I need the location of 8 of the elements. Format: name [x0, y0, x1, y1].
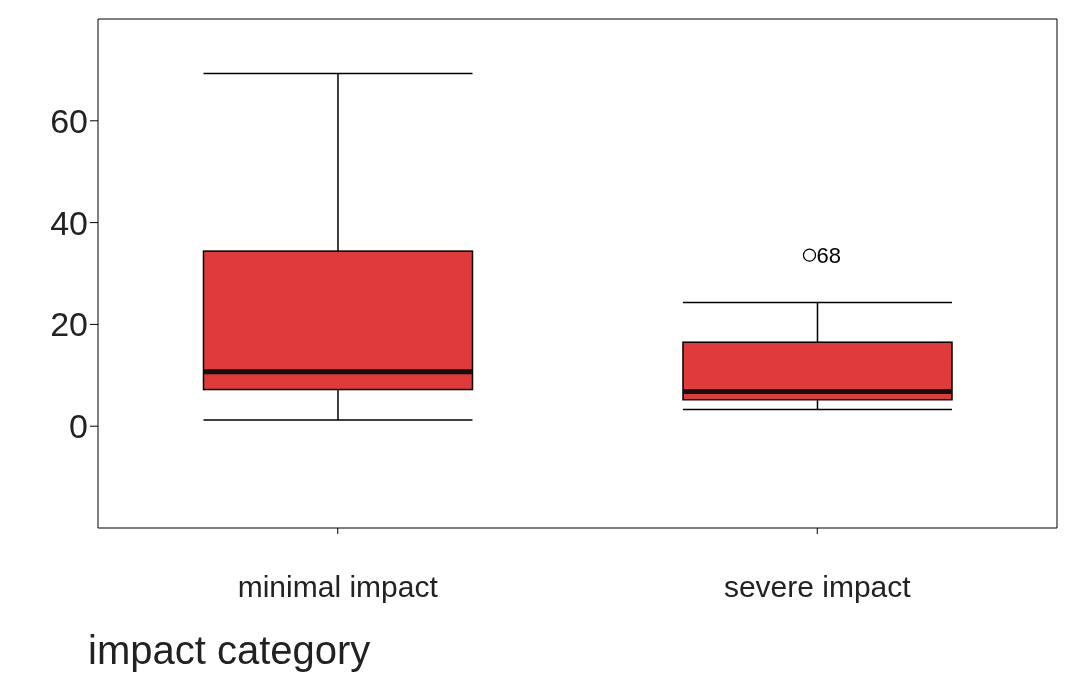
y-tick-label: 0	[69, 407, 88, 446]
y-tick-label: 20	[50, 305, 88, 344]
y-tick-label: 60	[50, 101, 88, 140]
x-axis-title: impact category	[88, 628, 372, 673]
annotation: 68	[816, 242, 841, 268]
x-tick-label: minimal impact	[237, 570, 439, 604]
y-tick-label: 40	[50, 203, 88, 242]
x-tick-label: severe impact	[723, 570, 912, 604]
